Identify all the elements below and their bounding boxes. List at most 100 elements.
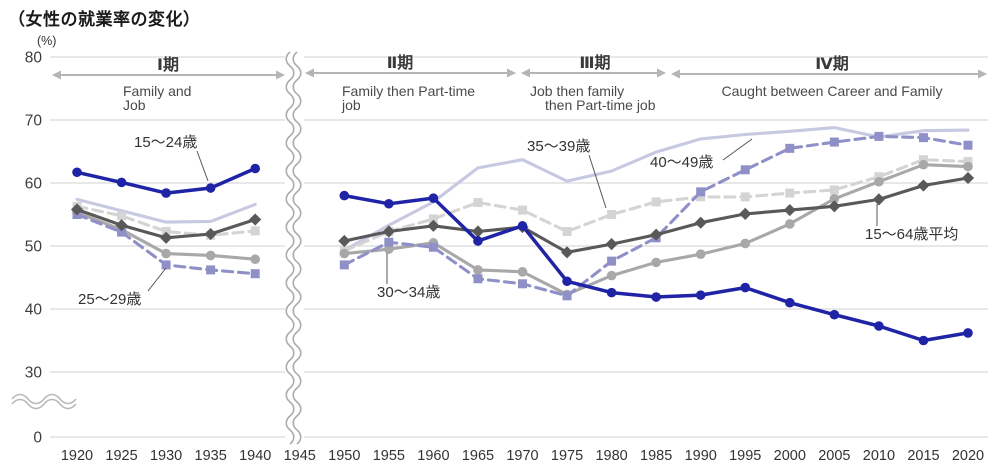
period-description: Caught between Career and Family xyxy=(721,83,942,99)
callout-line xyxy=(722,138,753,161)
callout-line xyxy=(196,150,209,182)
y-tick-label: 50 xyxy=(25,239,43,256)
data-point xyxy=(740,165,750,175)
x-axis-break-mark xyxy=(285,50,304,445)
data-point xyxy=(428,214,438,224)
data-point xyxy=(160,231,173,244)
x-tick-label: 1960 xyxy=(417,448,449,464)
data-point xyxy=(562,276,572,287)
data-point xyxy=(517,267,528,277)
data-point xyxy=(785,297,795,308)
data-point xyxy=(249,213,262,226)
period-description: then Part-time job xyxy=(545,97,656,113)
data-point xyxy=(606,287,617,298)
data-point xyxy=(427,219,440,232)
data-point xyxy=(607,256,617,266)
data-point xyxy=(339,190,350,201)
y-tick-label: 60 xyxy=(25,176,43,193)
data-point xyxy=(606,270,617,281)
data-point xyxy=(651,292,661,302)
series-line xyxy=(75,204,257,237)
period-label: Ⅱ期 xyxy=(387,53,414,72)
data-point xyxy=(918,335,929,346)
data-point xyxy=(115,219,128,232)
data-point xyxy=(161,188,171,198)
data-point xyxy=(963,328,973,338)
data-point xyxy=(250,226,260,236)
series-line xyxy=(75,197,257,224)
arrow-head-right-icon xyxy=(978,69,987,79)
data-point xyxy=(917,179,930,192)
data-point xyxy=(562,291,572,301)
data-point xyxy=(918,133,928,143)
break-squiggle xyxy=(11,393,77,405)
period-description: job xyxy=(341,97,361,113)
period-label: Ⅳ期 xyxy=(815,54,849,73)
period-description: Family and xyxy=(123,83,191,99)
data-point xyxy=(205,183,216,193)
arrow-head-left-icon xyxy=(671,69,680,79)
data-point xyxy=(382,225,395,238)
data-point xyxy=(785,143,795,153)
data-point xyxy=(161,248,171,259)
data-point xyxy=(874,176,884,187)
data-point xyxy=(829,137,839,147)
break-squiggle xyxy=(11,398,77,410)
gridlines: 80 70 60 50 40 30 0 xyxy=(25,50,988,447)
data-point xyxy=(518,279,527,289)
data-point xyxy=(384,237,394,247)
series-label: 25〜29歳 xyxy=(78,291,141,308)
arrow-head-left-icon xyxy=(305,68,314,78)
data-point xyxy=(205,250,216,261)
data-point xyxy=(740,192,750,202)
x-tick-label: 1940 xyxy=(239,448,271,464)
data-point xyxy=(384,244,394,254)
data-point xyxy=(695,249,706,259)
data-point xyxy=(695,290,706,300)
x-tick-label: 1950 xyxy=(328,448,360,464)
series-15〜24歳 xyxy=(72,163,973,346)
break-squiggle xyxy=(285,51,295,445)
series-label: 15〜64歳平均 xyxy=(865,226,958,243)
data-point xyxy=(70,203,84,216)
arrow-head-right-icon xyxy=(657,68,666,78)
y-tick-label: 0 xyxy=(33,430,42,447)
data-point xyxy=(829,193,840,204)
x-tick-label: 1995 xyxy=(729,448,761,464)
data-point xyxy=(961,171,975,185)
data-point xyxy=(473,236,483,246)
series-line xyxy=(342,126,970,252)
series-40〜49歳 xyxy=(75,126,970,252)
period-description: Family then Part-time xyxy=(342,83,475,99)
data-point xyxy=(517,221,528,231)
data-point xyxy=(963,161,973,172)
data-point xyxy=(740,282,751,293)
data-point xyxy=(384,198,394,209)
arrow-head-left-icon xyxy=(521,68,530,78)
series-label: 30〜34歳 xyxy=(377,284,440,301)
y-axis-break-mark xyxy=(11,393,77,410)
series-label: 40〜49歳 xyxy=(650,154,713,171)
data-point xyxy=(116,177,127,188)
data-point xyxy=(250,269,260,279)
data-point xyxy=(874,131,884,141)
x-tick-label: 2010 xyxy=(863,448,895,464)
data-point xyxy=(473,265,483,275)
data-point xyxy=(428,242,438,252)
x-tick-label: 1990 xyxy=(685,448,717,464)
data-point xyxy=(161,227,171,237)
callout-line xyxy=(588,154,607,209)
data-point xyxy=(562,227,572,237)
data-point xyxy=(607,210,617,219)
x-tick-label: 2020 xyxy=(952,448,984,464)
data-point xyxy=(739,207,752,220)
y-axis-unit-label: (%) xyxy=(37,34,56,48)
data-point xyxy=(518,205,527,215)
data-point xyxy=(785,219,795,229)
callout-line xyxy=(147,267,167,292)
data-point xyxy=(161,260,171,270)
data-point xyxy=(785,188,795,198)
data-point xyxy=(872,193,885,206)
